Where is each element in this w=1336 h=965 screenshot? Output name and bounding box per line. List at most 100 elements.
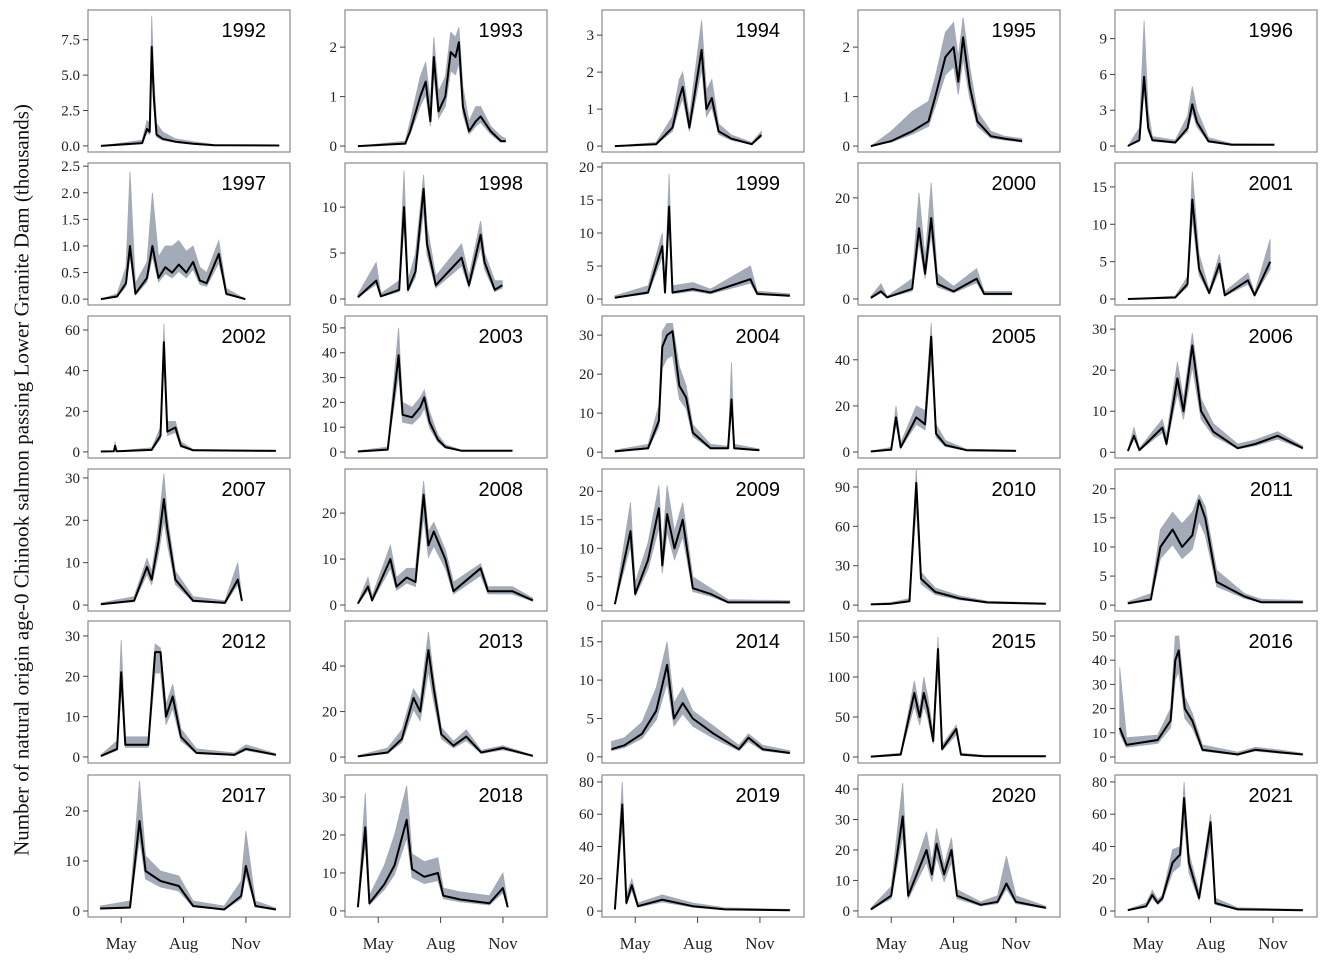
y-tick-label: 80 xyxy=(1092,775,1107,791)
x-tick-label: Nov xyxy=(1258,934,1288,953)
y-tick-label: 0 xyxy=(1100,139,1108,155)
year-label: 1996 xyxy=(1249,20,1294,42)
y-tick-label: 5 xyxy=(587,259,595,275)
y-tick-label: 20 xyxy=(1092,702,1107,718)
x-tick-label: Aug xyxy=(169,934,199,953)
estimate-line-2016 xyxy=(1118,649,1303,756)
y-tick-label: 40 xyxy=(835,353,850,369)
y-tick-label: 60 xyxy=(65,323,80,339)
x-tick-label: Nov xyxy=(745,934,775,953)
y-tick-label: 20 xyxy=(65,513,80,529)
y-tick-label: 20 xyxy=(835,399,850,415)
year-label: 2006 xyxy=(1249,326,1294,348)
estimate-line-1994 xyxy=(614,48,762,148)
uncertainty-band-2007 xyxy=(100,473,243,605)
panel-frame-2004 xyxy=(601,315,805,459)
estimate-line-2010 xyxy=(870,482,1046,606)
x-tick-label: May xyxy=(876,934,908,953)
y-tick-label: 30 xyxy=(1092,677,1107,693)
year-label: 2012 xyxy=(222,631,267,653)
estimate-line-2014 xyxy=(611,663,790,754)
estimate-line-2021 xyxy=(1127,797,1303,912)
y-tick-label: 0 xyxy=(587,750,595,766)
uncertainty-band-2008 xyxy=(357,480,534,606)
year-label: 2001 xyxy=(1249,173,1294,195)
y-tick-label: 9 xyxy=(1100,32,1108,48)
year-label: 1995 xyxy=(992,20,1037,42)
year-label: 2003 xyxy=(479,326,524,348)
y-tick-label: 3 xyxy=(587,28,595,44)
x-tick-label: May xyxy=(1133,934,1165,953)
y-tick-label: 100 xyxy=(828,670,851,686)
y-tick-label: 10 xyxy=(65,556,80,572)
year-label: 2010 xyxy=(992,479,1037,501)
y-tick-label: 60 xyxy=(1092,807,1107,823)
y-tick-label: 2 xyxy=(587,65,595,81)
estimate-line-2015 xyxy=(870,648,1046,758)
year-label: 2007 xyxy=(222,479,267,501)
y-tick-label: 5 xyxy=(1100,255,1108,271)
y-tick-label: 0 xyxy=(330,445,338,461)
y-tick-label: 15 xyxy=(1092,180,1107,196)
y-tick-label: 90 xyxy=(835,480,850,496)
y-tick-label: 20 xyxy=(65,804,80,820)
y-tick-label: 1 xyxy=(330,90,338,106)
year-label: 2002 xyxy=(222,326,267,348)
y-tick-label: 2 xyxy=(330,40,338,56)
y-tick-label: 5.0 xyxy=(61,68,80,84)
y-tick-label: 0 xyxy=(587,292,595,308)
estimate-line-2001 xyxy=(1127,198,1272,300)
y-tick-label: 15 xyxy=(579,193,594,209)
y-tick-label: 0.0 xyxy=(61,139,80,155)
x-tick-label: Aug xyxy=(683,934,713,953)
panel-frame-2007 xyxy=(87,468,291,612)
y-tick-label: 20 xyxy=(579,872,594,888)
y-tick-label: 10 xyxy=(835,873,850,889)
estimate-line-2005 xyxy=(870,335,1016,453)
y-tick-label: 2.0 xyxy=(61,186,80,202)
year-label: 2019 xyxy=(736,785,781,807)
y-tick-label: 3 xyxy=(1100,103,1108,119)
y-tick-label: 30 xyxy=(835,559,850,575)
y-tick-label: 0 xyxy=(1100,292,1108,308)
estimate-line-2000 xyxy=(870,217,1012,299)
y-tick-label: 2.5 xyxy=(61,159,80,175)
y-tick-label: 20 xyxy=(835,843,850,859)
y-tick-label: 10 xyxy=(579,406,594,422)
year-label: 2004 xyxy=(736,326,781,348)
uncertainty-band-2017 xyxy=(99,780,277,911)
estimate-line-2020 xyxy=(870,815,1046,911)
y-tick-label: 15 xyxy=(1092,511,1107,527)
y-tick-label: 40 xyxy=(835,782,850,798)
y-tick-label: 0 xyxy=(843,445,851,461)
year-label: 2014 xyxy=(736,631,781,653)
y-tick-label: 40 xyxy=(579,839,594,855)
year-label: 2011 xyxy=(1250,479,1293,501)
y-tick-label: 7.5 xyxy=(61,33,80,49)
uncertainty-band-2019 xyxy=(614,781,791,911)
estimate-line-2008 xyxy=(357,493,534,605)
year-label: 2018 xyxy=(479,785,524,807)
y-tick-label: 0 xyxy=(330,750,338,766)
y-tick-label: 30 xyxy=(835,812,850,828)
y-tick-label: 6 xyxy=(1100,67,1108,83)
estimate-line-1999 xyxy=(614,205,790,299)
y-tick-label: 10 xyxy=(65,854,80,870)
x-tick-label: May xyxy=(106,934,138,953)
x-tick-label: Nov xyxy=(488,934,518,953)
panel-frame-1999 xyxy=(601,162,805,306)
y-tick-label: 0.0 xyxy=(61,292,80,308)
panel-frame-2011 xyxy=(1114,468,1318,612)
year-label: 2000 xyxy=(992,173,1037,195)
x-tick-label: Aug xyxy=(939,934,969,953)
uncertainty-band-2018 xyxy=(357,785,509,909)
year-label: 1997 xyxy=(222,173,267,195)
y-tick-label: 5 xyxy=(587,711,595,727)
y-tick-label: 50 xyxy=(322,321,337,337)
panel-frame-2005 xyxy=(857,315,1061,459)
estimate-line-2006 xyxy=(1126,344,1304,452)
y-tick-label: 0 xyxy=(587,445,595,461)
y-tick-label: 40 xyxy=(1092,653,1107,669)
